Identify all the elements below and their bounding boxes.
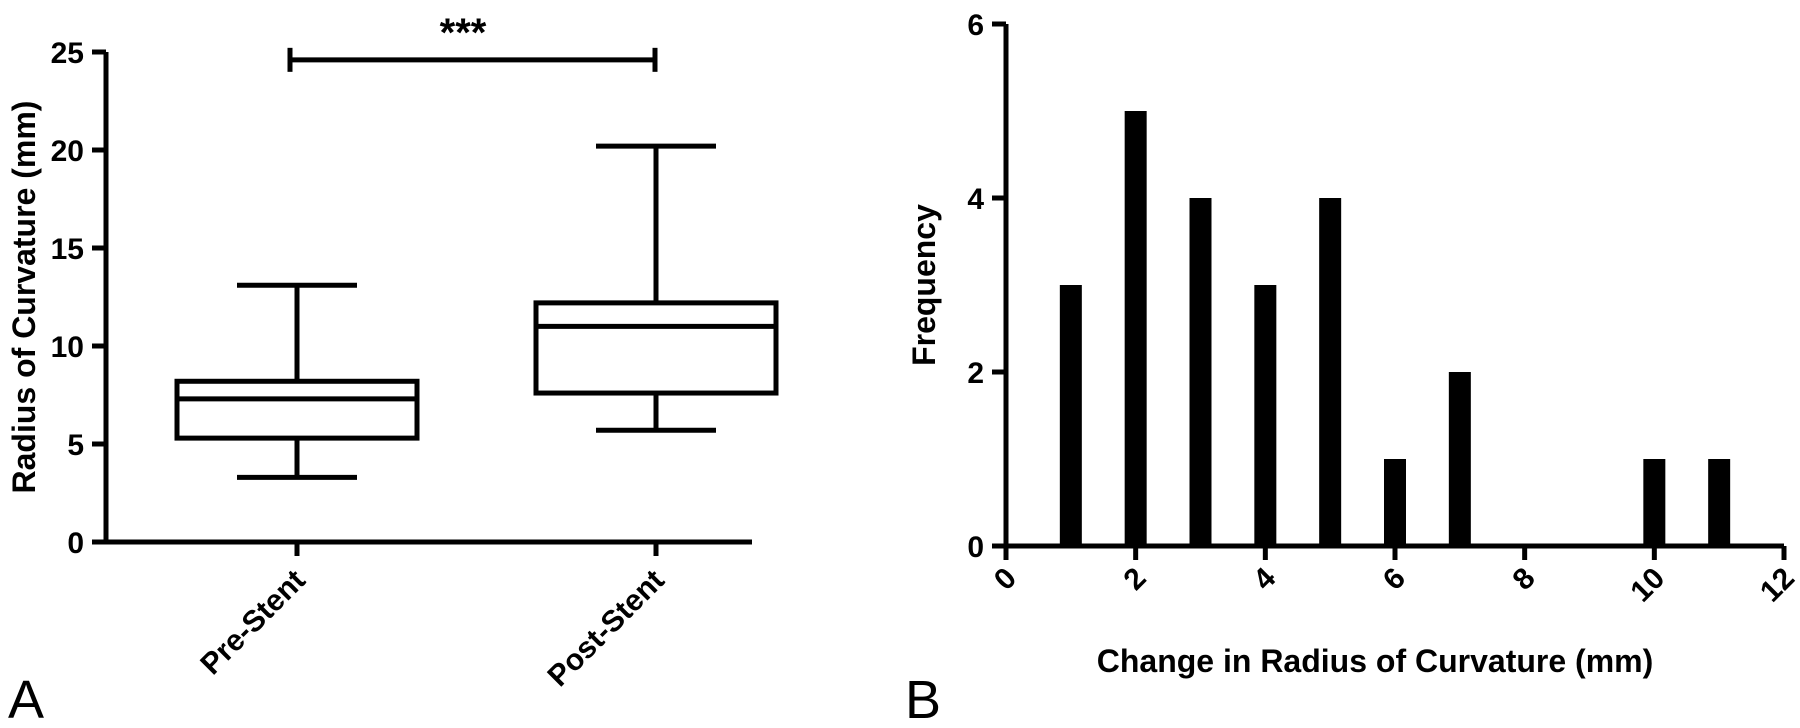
- panel-a-y-tick-label: 25: [51, 37, 84, 70]
- panel-b-x-tick-label: 2: [1117, 562, 1152, 597]
- histogram-bar: [1448, 372, 1471, 546]
- panel-b-y-tick-label: 0: [967, 531, 984, 564]
- panel-b-x-tick-label: 4: [1247, 561, 1282, 596]
- panel-b-x-tick-label: 10: [1624, 562, 1671, 609]
- panel-b-y-axis-label: Frequency: [906, 204, 942, 366]
- panel-b-x-tick-label: 12: [1754, 562, 1800, 609]
- interquartile-box: [533, 300, 779, 396]
- panel-b-x-axis-label: Change in Radius of Curvature (mm): [1097, 643, 1654, 679]
- histogram-bar: [1189, 198, 1212, 546]
- histogram-bar: [1319, 198, 1342, 546]
- panel-a-y-tick-label: 10: [51, 331, 84, 364]
- significance-label: ***: [440, 11, 487, 55]
- panel-b-y-tick-label: 4: [967, 183, 984, 216]
- panel-a-x-tick-label: Post-Stent: [542, 564, 671, 693]
- panel-a-y-tick-label: 5: [67, 429, 84, 462]
- panel-b-histogram: 0 2 4 6 0 2 4 6 8 10 12 Frequency Change in Radiu…: [905, 9, 1800, 728]
- panel-b-x-tick-label: 6: [1377, 562, 1412, 597]
- histogram-bar: [1059, 285, 1082, 546]
- interquartile-box: [174, 378, 420, 441]
- histogram-bar: [1254, 285, 1277, 546]
- panel-a-letter: A: [8, 670, 44, 728]
- panel-a-y-tick-label: 20: [51, 135, 84, 168]
- panel-a-box-plot: 0 5 10 15 20 25 Pre-Stent Post-Stent *** Radiu…: [6, 11, 779, 728]
- panel-b-letter: B: [905, 670, 941, 728]
- histogram-bar: [1643, 459, 1666, 546]
- panel-a-y-axis-label: Radius of Curvature (mm): [6, 101, 42, 494]
- box-post-stent: [533, 143, 779, 433]
- panel-a-y-tick-label: 0: [67, 527, 84, 560]
- histogram-bar: [1124, 111, 1147, 546]
- box-pre-stent: [174, 282, 420, 480]
- panel-b-y-tick-label: 6: [967, 9, 984, 42]
- panel-a-x-tick-label: Pre-Stent: [194, 564, 312, 682]
- histogram-bar: [1708, 459, 1731, 546]
- panel-a-y-tick-label: 15: [51, 233, 84, 266]
- panel-b-y-tick-label: 2: [967, 357, 984, 390]
- panel-b-x-tick-label: 0: [988, 562, 1023, 597]
- histogram-bar: [1384, 459, 1406, 546]
- panel-b-x-tick-label: 8: [1506, 562, 1541, 597]
